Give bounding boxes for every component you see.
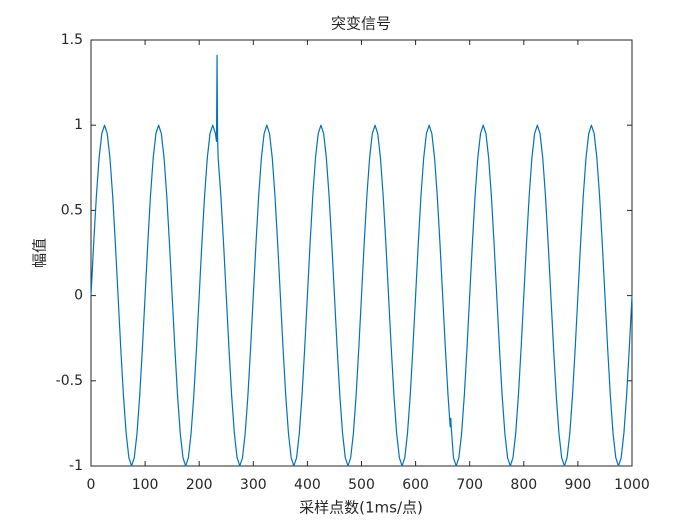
y-tick-label: 0.5 — [61, 202, 83, 218]
x-tick-label: 400 — [294, 477, 321, 493]
x-tick-label: 200 — [186, 477, 213, 493]
x-tick-label: 700 — [456, 477, 483, 493]
x-tick-label: 800 — [510, 477, 537, 493]
x-tick-label: 0 — [87, 477, 96, 493]
y-tick-label: 1 — [74, 117, 83, 133]
x-tick-label: 100 — [132, 477, 159, 493]
x-tick-label: 300 — [240, 477, 267, 493]
chart-title: 突变信号 — [331, 15, 391, 33]
signal-line — [90, 54, 633, 467]
y-tick-label: -0.5 — [56, 373, 83, 389]
x-tick-label: 1000 — [614, 477, 650, 493]
x-axis-label: 采样点数(1ms/点) — [299, 499, 423, 517]
y-tick-label: 0 — [74, 288, 83, 304]
y-tick-label: 1.5 — [61, 32, 83, 48]
x-tick-label: 500 — [348, 477, 375, 493]
y-tick-label: -1 — [69, 458, 83, 474]
y-axis-label: 幅值 — [31, 238, 49, 268]
plot-frame — [90, 39, 633, 467]
x-tick-label: 600 — [402, 477, 429, 493]
x-tick-label: 900 — [565, 477, 592, 493]
